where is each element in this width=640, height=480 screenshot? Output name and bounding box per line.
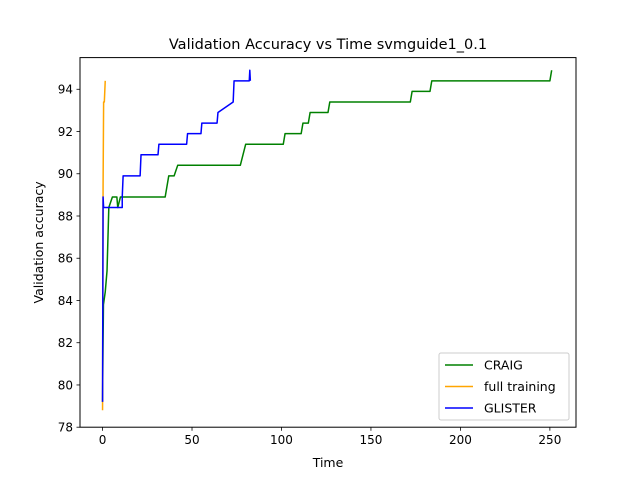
y-axis-label: Validation accuracy xyxy=(31,181,46,304)
legend-frame xyxy=(438,352,570,421)
y-tick-label: 88 xyxy=(58,209,73,223)
y-tick-label: 86 xyxy=(58,252,73,266)
y-tick-label: 90 xyxy=(58,167,73,181)
axes-frame xyxy=(79,57,577,428)
legend-label-glister: GLISTER xyxy=(484,401,537,416)
legend-label-full-training: full training xyxy=(484,379,556,394)
legend: CRAIG full training GLISTER xyxy=(438,352,570,421)
x-tick-label: 250 xyxy=(538,433,561,447)
y-tick-label: 82 xyxy=(58,336,73,350)
y-tick-label: 84 xyxy=(58,294,73,308)
chart-title: Validation Accuracy vs Time svmguide1_0.… xyxy=(169,37,487,53)
series-line-glister xyxy=(101,69,252,402)
x-tick-label: 100 xyxy=(270,433,293,447)
x-tick-label: 0 xyxy=(99,433,107,447)
legend-label-craig: CRAIG xyxy=(484,358,523,373)
x-tick-label: 200 xyxy=(449,433,472,447)
x-axis: 0 50 100 150 200 250 xyxy=(99,427,561,447)
series-line-craig xyxy=(101,70,553,402)
y-tick-label: 92 xyxy=(58,125,73,139)
y-tick-label: 94 xyxy=(58,83,73,97)
x-axis-label: Time xyxy=(312,455,344,470)
y-axis: 78 80 82 84 86 88 90 92 94 xyxy=(58,83,80,435)
x-tick-label: 50 xyxy=(184,433,199,447)
x-tick-label: 150 xyxy=(359,433,382,447)
y-tick-label: 80 xyxy=(58,378,73,392)
plot-area xyxy=(101,69,553,411)
y-tick-label: 78 xyxy=(58,421,73,435)
